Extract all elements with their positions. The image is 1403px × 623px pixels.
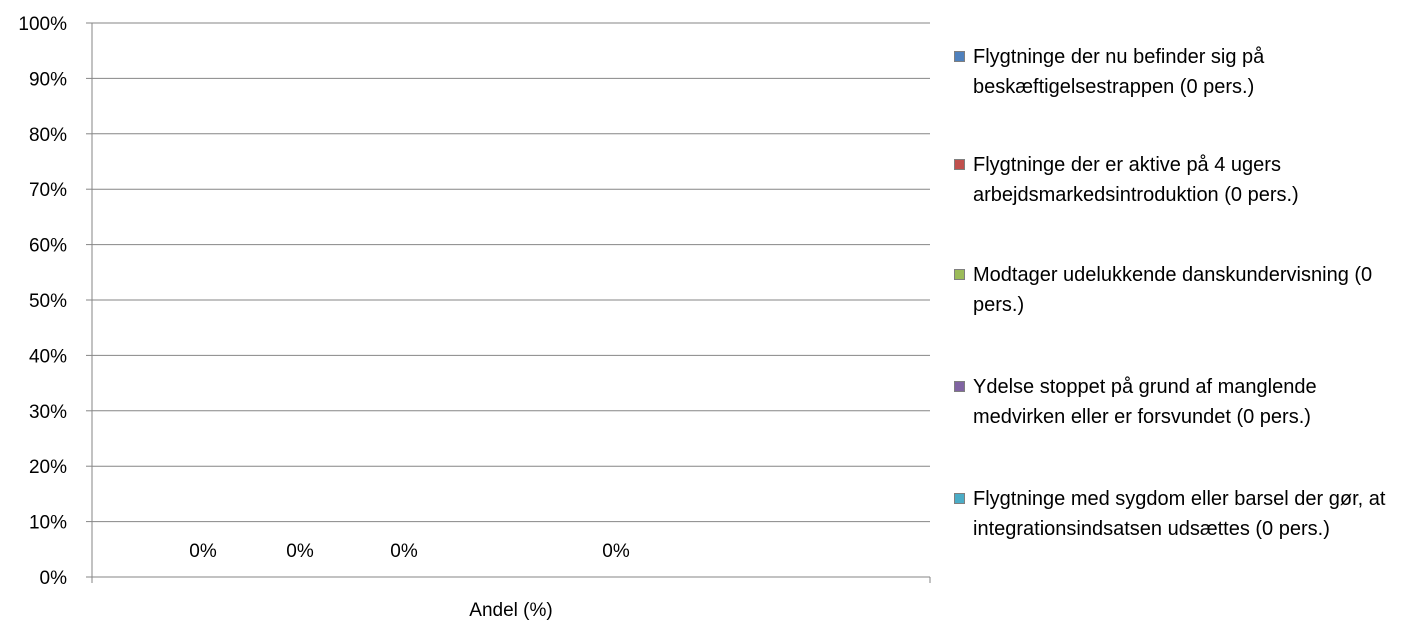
y-tick-label: 70% [29,180,67,201]
legend-item-ydelse-stoppet: Ydelse stoppet på grund af manglende med… [954,372,1399,432]
legend-item-trappen: Flygtninge der nu befinder sig på beskæf… [954,42,1399,102]
y-tick-label: 100% [18,14,67,35]
legend-item-sygdom-barsel: Flygtninge med sygdom eller barsel der g… [954,484,1399,544]
legend-label: Flygtninge med sygdom eller barsel der g… [973,488,1386,540]
legend-label: Ydelse stoppet på grund af manglende med… [973,376,1317,428]
legend-swatch-teal-icon [954,493,965,504]
legend-label: Modtager udelukkende danskundervisning (… [973,264,1373,316]
y-tick-label: 60% [29,236,67,257]
y-tick-label: 10% [29,513,67,534]
y-tick-label: 20% [29,457,67,478]
legend-swatch-blue-icon [954,51,965,62]
y-axis-ticks: 0% 10% 20% 30% 40% 50% 60% 70% 80% 90% 100% [18,14,92,589]
legend-swatch-purple-icon [954,381,965,392]
y-tick-label: 30% [29,402,67,423]
data-label-series-3: 0% [390,541,418,562]
data-label-series-2: 0% [286,541,314,562]
y-tick-label: 80% [29,125,67,146]
data-label-series-1: 0% [189,541,217,562]
x-category-label: Andel (%) [469,600,552,621]
legend-item-danskundervisning: Modtager udelukkende danskundervisning (… [954,260,1399,320]
data-label-series-5: 0% [602,541,630,562]
legend-item-introduktion: Flygtninge der er aktive på 4 ugers arbe… [954,150,1399,210]
y-tick-label: 0% [40,568,68,589]
y-tick-label: 90% [29,69,67,90]
legend-swatch-red-icon [954,159,965,170]
y-tick-label: 40% [29,346,67,367]
data-labels: 0% 0% 0% 0% [189,541,630,562]
legend-label: Flygtninge der nu befinder sig på beskæf… [973,46,1265,98]
legend-label: Flygtninge der er aktive på 4 ugers arbe… [973,154,1299,206]
gridlines [92,22,930,523]
y-tick-label: 50% [29,291,67,312]
legend-swatch-green-icon [954,269,965,280]
